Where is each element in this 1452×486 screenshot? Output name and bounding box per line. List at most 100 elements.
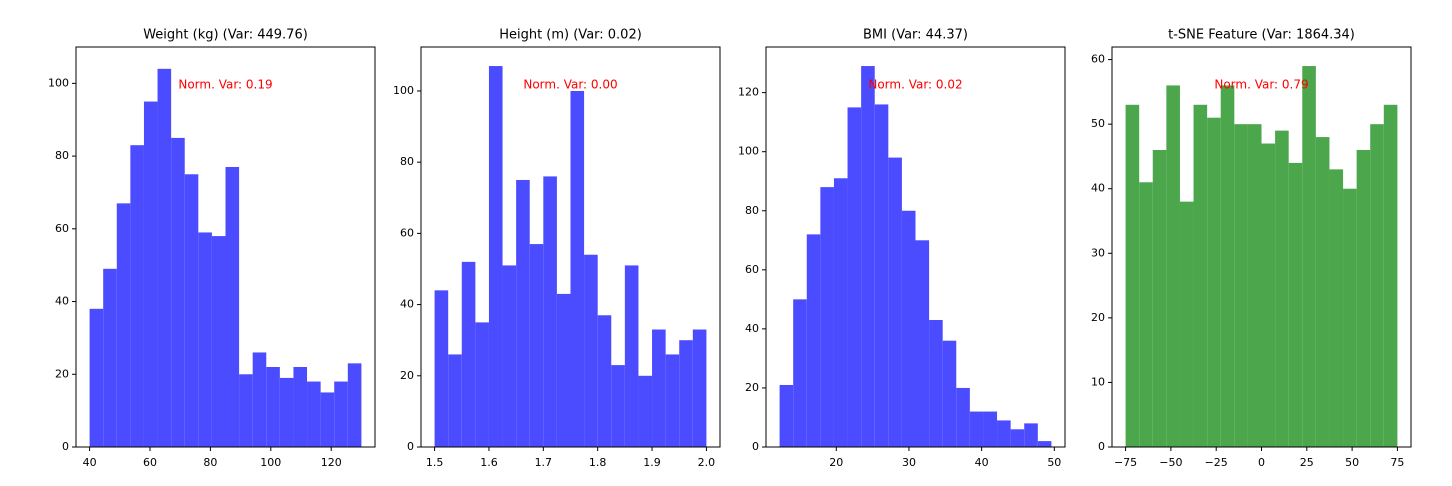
bar <box>130 145 144 447</box>
bar <box>89 308 104 447</box>
bar <box>1193 104 1208 447</box>
x-tick-label: 50 <box>1047 456 1061 469</box>
bar <box>1010 429 1025 447</box>
bar <box>570 90 585 448</box>
bar <box>997 420 1011 447</box>
y-tick-label: 100 <box>738 145 759 158</box>
bar <box>1139 182 1153 447</box>
bar <box>915 240 930 447</box>
bar <box>103 268 117 447</box>
bar <box>516 179 530 448</box>
bar <box>847 107 862 447</box>
y-tick-label: 20 <box>55 367 69 380</box>
x-tick-label: 40 <box>975 456 989 469</box>
bar <box>279 377 294 447</box>
y-tick-label: 40 <box>55 295 69 308</box>
x-tick-label: 1.7 <box>535 456 553 469</box>
y-tick-label: 60 <box>400 226 414 239</box>
x-tick-label: 60 <box>143 456 157 469</box>
bar <box>1234 124 1248 447</box>
bar <box>1343 188 1357 447</box>
annotation: Norm. Var: 0.19 <box>178 78 272 92</box>
y-tick-label: 60 <box>55 222 69 235</box>
x-tick-label: 1.5 <box>426 456 444 469</box>
bar <box>983 411 998 447</box>
y-tick-label: 60 <box>1091 53 1105 66</box>
bar <box>543 176 557 448</box>
bar <box>1356 149 1371 448</box>
bar <box>157 68 172 448</box>
bar <box>171 137 185 447</box>
bar <box>225 167 240 447</box>
bar <box>293 367 308 447</box>
x-tick-label: 0 <box>1258 456 1265 469</box>
bar <box>611 365 625 447</box>
bar <box>143 101 158 447</box>
bar <box>1207 117 1221 447</box>
bar <box>461 261 476 447</box>
x-tick-label: 20 <box>829 456 843 469</box>
y-tick-label: 40 <box>400 298 414 311</box>
chart-title: Height (m) (Var: 0.02) <box>499 28 642 43</box>
y-tick-label: 0 <box>1098 440 1105 453</box>
bar <box>1275 130 1289 447</box>
annotation: Norm. Var: 0.00 <box>523 78 617 92</box>
bar <box>347 363 362 447</box>
bar <box>266 367 280 447</box>
bar <box>448 354 462 447</box>
bar <box>1261 143 1276 447</box>
bar <box>1152 149 1167 448</box>
x-tick-label: 2.0 <box>698 456 716 469</box>
y-tick-label: 120 <box>738 86 759 99</box>
bar <box>334 381 348 447</box>
y-tick-label: 50 <box>1091 117 1105 130</box>
y-tick-label: 60 <box>745 263 759 276</box>
y-tick-label: 0 <box>407 440 414 453</box>
axes-frame <box>765 46 1066 448</box>
bar <box>1370 124 1384 447</box>
y-tick-label: 80 <box>55 149 69 162</box>
bar <box>942 340 957 447</box>
bar <box>692 329 707 447</box>
bar <box>239 374 253 447</box>
bar <box>1302 66 1316 448</box>
bar <box>1037 441 1052 447</box>
bar <box>1220 85 1235 447</box>
bar <box>1125 104 1140 447</box>
y-tick-label: 100 <box>48 76 69 89</box>
y-tick-label: 80 <box>400 155 414 168</box>
y-tick-label: 80 <box>745 204 759 217</box>
annotation: Norm. Var: 0.02 <box>868 78 962 92</box>
bar <box>1315 137 1330 447</box>
bar <box>1166 85 1180 447</box>
axes-frame <box>420 46 721 448</box>
bar <box>888 157 902 448</box>
bar <box>901 210 916 447</box>
bar <box>116 203 131 447</box>
x-tick-label: 80 <box>203 456 217 469</box>
x-tick-label: 120 <box>321 456 342 469</box>
bar <box>184 174 199 448</box>
bar <box>806 234 821 447</box>
bar <box>584 254 598 447</box>
y-tick-label: 40 <box>745 322 759 335</box>
bar <box>874 104 889 447</box>
bar <box>956 387 970 447</box>
bar <box>1383 104 1398 447</box>
x-tick-label: 40 <box>83 456 97 469</box>
bar <box>833 178 848 447</box>
bar <box>624 265 639 447</box>
bar <box>679 340 693 447</box>
y-tick-label: 0 <box>62 440 69 453</box>
bar <box>307 381 321 447</box>
bar <box>502 265 517 447</box>
bar <box>252 352 267 447</box>
y-tick-label: 40 <box>1091 182 1105 195</box>
bar <box>1024 423 1038 447</box>
bar <box>556 293 571 447</box>
y-tick-label: 20 <box>400 369 414 382</box>
annotation: Norm. Var: 0.79 <box>1214 78 1308 92</box>
y-tick-label: 10 <box>1091 375 1105 388</box>
x-tick-label: 1.8 <box>589 456 607 469</box>
bar <box>652 329 666 447</box>
